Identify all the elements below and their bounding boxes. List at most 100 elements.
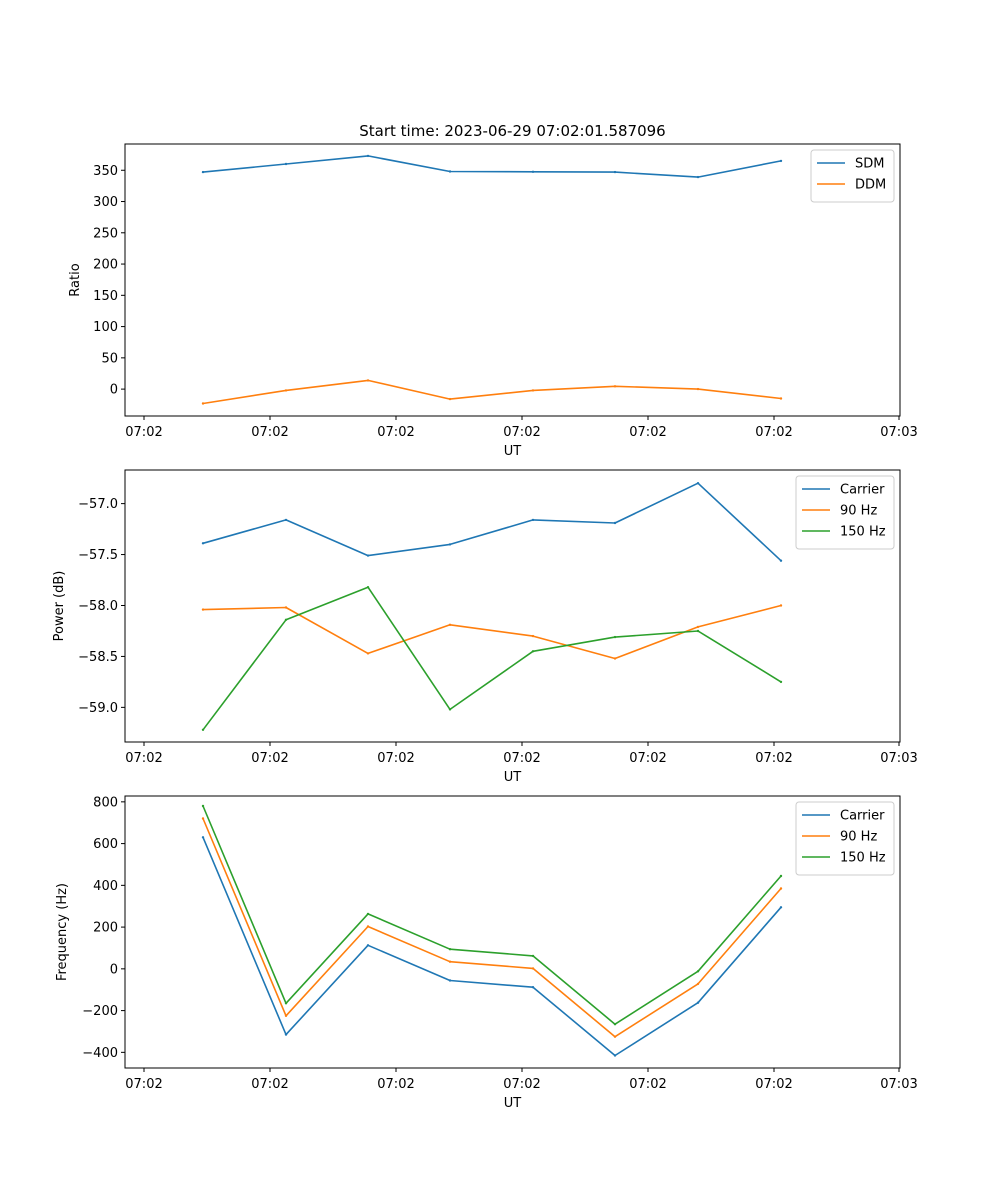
data-point-carrier: [201, 542, 205, 545]
y-tick-label: 200: [93, 921, 118, 936]
x-axis-label: UT: [504, 1096, 522, 1111]
legend: Carrier 90 Hz 150 Hz: [795, 475, 895, 550]
legend-label: SDM: [855, 157, 884, 172]
data-point-sdm: [613, 170, 617, 174]
x-tick-label: 07:02: [251, 425, 288, 440]
series-line-sdm: [202, 155, 782, 178]
x-tick-label: 07:02: [629, 425, 666, 440]
data-point-150-hz: [613, 1022, 617, 1026]
series-line-carrier: [202, 836, 782, 1057]
x-tick-label: 07:02: [503, 1077, 540, 1092]
axes-frame: [124, 795, 901, 1069]
x-tick-label: 07:02: [755, 751, 792, 766]
axes-frame: [124, 143, 901, 417]
x-axis-label: UT: [504, 770, 522, 785]
data-point-150-hz: [284, 618, 288, 621]
x-tick-label: 07:02: [125, 1077, 162, 1092]
y-tick-label: 0: [110, 962, 118, 977]
data-point-carrier: [366, 554, 370, 557]
data-point-carrier: [284, 1033, 288, 1036]
y-tick-label: 200: [93, 258, 118, 273]
legend-label: 150 Hz: [840, 851, 886, 866]
data-point-150-hz: [448, 708, 452, 711]
data-point-90-hz: [779, 604, 783, 607]
y-tick-label: 400: [93, 879, 118, 894]
data-point-carrier: [201, 836, 205, 839]
data-point-150-hz: [366, 912, 370, 916]
data-point-150-hz: [284, 1002, 288, 1005]
y-axis-label: Ratio: [68, 263, 83, 296]
x-tick-label: 07:02: [251, 751, 288, 766]
data-point-90-hz: [613, 1035, 617, 1038]
data-point-150-hz: [779, 680, 783, 684]
y-tick-label: −58.0: [78, 599, 118, 614]
legend-label: DDM: [855, 178, 886, 193]
data-point-ddm: [201, 402, 205, 405]
data-point-sdm: [201, 170, 205, 174]
y-tick-label: −400: [82, 1046, 118, 1061]
data-point-carrier: [531, 518, 535, 522]
data-point-150-hz: [613, 635, 617, 639]
x-tick-label: 07:02: [629, 1077, 666, 1092]
series-line-90-hz: [202, 818, 782, 1038]
y-tick-label: 0: [110, 383, 118, 398]
x-tick-label: 07:02: [755, 1077, 792, 1092]
axes-frame: [124, 469, 901, 743]
y-tick-label: 100: [93, 320, 118, 335]
legend: SDM DDM: [810, 149, 895, 203]
chart-2: 07:02 07:02 07:02 07:02 07:02 07:02 07:03 −59.0…: [52, 469, 918, 785]
y-axis-label: Frequency (Hz): [55, 883, 70, 981]
data-point-carrier: [613, 1054, 617, 1057]
y-tick-label: 50: [101, 351, 118, 366]
x-axis-label: UT: [504, 444, 522, 459]
y-tick-label: 250: [93, 226, 118, 241]
data-point-sdm: [448, 170, 452, 173]
legend-label: 90 Hz: [840, 830, 877, 845]
data-point-carrier: [448, 979, 452, 982]
legend-label: Carrier: [840, 809, 885, 824]
x-tick-label: 07:03: [880, 425, 917, 440]
legend-label: 90 Hz: [840, 504, 877, 519]
legend-label: Carrier: [840, 483, 885, 498]
x-tick-label: 07:02: [377, 751, 414, 766]
data-point-90-hz: [201, 817, 205, 820]
y-tick-label: −200: [82, 1004, 118, 1019]
series-line-ddm: [202, 379, 782, 405]
data-point-150-hz: [696, 629, 700, 633]
data-point-150-hz: [696, 970, 700, 973]
x-tick-label: 07:02: [125, 751, 162, 766]
x-tick-label: 07:03: [880, 751, 917, 766]
data-point-90-hz: [779, 887, 783, 890]
data-point-90-hz: [696, 625, 700, 629]
data-point-90-hz: [531, 634, 535, 638]
data-point-carrier: [696, 482, 700, 485]
y-tick-label: −59.0: [78, 701, 118, 716]
data-point-90-hz: [284, 606, 288, 609]
data-point-ddm: [531, 389, 535, 392]
x-tick-label: 07:02: [629, 751, 666, 766]
data-point-carrier: [779, 906, 783, 909]
data-point-150-hz: [448, 948, 452, 951]
data-point-150-hz: [531, 954, 535, 958]
data-point-carrier: [696, 1001, 700, 1004]
data-point-sdm: [531, 170, 535, 173]
series-line-carrier: [202, 482, 782, 562]
data-point-carrier: [448, 543, 452, 546]
data-point-90-hz: [284, 1014, 288, 1017]
y-tick-label: 300: [93, 195, 118, 210]
data-point-ddm: [696, 387, 700, 391]
data-point-150-hz: [366, 586, 370, 589]
x-tick-label: 07:02: [251, 1077, 288, 1092]
chart-1: Start time: 2023-06-29 07:02:01.587096 07…: [68, 122, 918, 459]
data-point-90-hz: [448, 623, 452, 626]
x-tick-label: 07:02: [503, 425, 540, 440]
chart-title: Start time: 2023-06-29 07:02:01.587096: [359, 122, 665, 140]
y-tick-label: 800: [93, 795, 118, 810]
data-point-90-hz: [696, 982, 700, 986]
data-point-ddm: [613, 385, 617, 388]
data-point-90-hz: [448, 960, 452, 963]
data-point-150-hz: [779, 874, 783, 878]
data-point-90-hz: [366, 925, 370, 928]
y-tick-label: −58.5: [78, 650, 118, 665]
